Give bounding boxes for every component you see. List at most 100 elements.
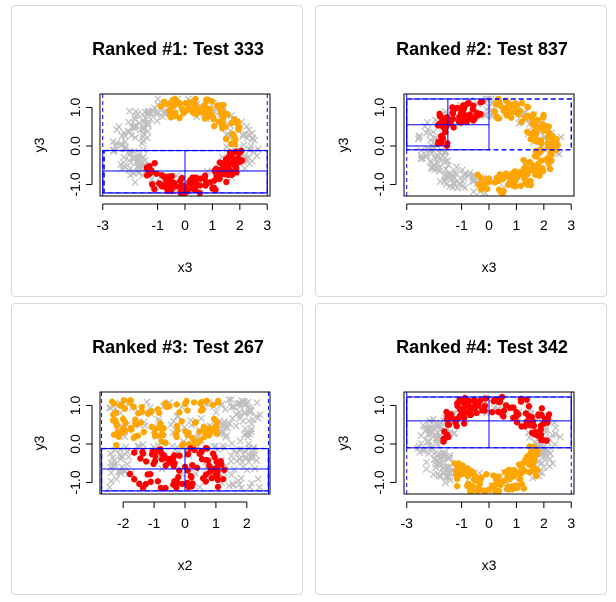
x-tick-label: 3 <box>567 515 575 531</box>
orange-point <box>176 114 183 122</box>
gray-point <box>113 475 121 483</box>
orange-point <box>495 480 502 488</box>
red-point <box>441 129 449 136</box>
gray-point <box>119 159 128 167</box>
gray-point <box>144 109 152 118</box>
gray-point <box>230 465 238 474</box>
orange-point <box>526 443 533 450</box>
red-point <box>436 110 443 118</box>
orange-point <box>526 158 533 166</box>
orange-point <box>138 408 146 416</box>
orange-point <box>202 426 209 433</box>
orange-point <box>532 147 540 155</box>
gray-point <box>546 449 554 457</box>
orange-point <box>518 118 525 126</box>
orange-point <box>518 99 526 107</box>
gray-point <box>421 423 429 431</box>
x-tick-label: 1 <box>513 515 521 531</box>
orange-point <box>500 187 507 195</box>
x-tick-label: -1 <box>151 217 164 233</box>
gray-point <box>422 129 431 137</box>
gray-point <box>424 430 432 438</box>
red-point <box>461 397 469 405</box>
red-point <box>152 452 159 460</box>
orange-point <box>535 160 543 167</box>
y-axis-label: y3 <box>31 137 47 152</box>
red-point <box>435 120 443 128</box>
gray-point <box>436 163 444 171</box>
red-point <box>515 411 522 418</box>
orange-point <box>493 174 501 181</box>
orange-point <box>229 130 236 138</box>
gray-point <box>435 155 443 163</box>
gray-point <box>425 450 433 458</box>
orange-point <box>504 181 512 189</box>
y-axis-label: y3 <box>335 435 351 450</box>
gray-point <box>444 455 453 463</box>
gray-point <box>229 479 237 488</box>
orange-point <box>192 95 199 103</box>
x-axis-label: x3 <box>178 259 193 275</box>
gray-point <box>135 150 144 158</box>
orange-point <box>517 182 524 190</box>
orange-point <box>505 102 512 109</box>
gray-point <box>426 130 434 138</box>
orange-point <box>539 121 547 128</box>
gray-point <box>434 429 442 437</box>
y-tick-label: 1.0 <box>371 98 387 118</box>
gray-point <box>236 414 244 423</box>
gray-point <box>250 443 258 451</box>
orange-point <box>529 120 536 128</box>
red-point <box>509 404 516 411</box>
orange-point <box>474 171 482 179</box>
red-point <box>151 185 158 193</box>
orange-point <box>455 460 462 467</box>
gray-point <box>416 448 424 456</box>
gray-point <box>441 479 449 487</box>
orange-point <box>493 113 501 120</box>
red-point <box>206 462 213 469</box>
orange-point <box>210 115 217 123</box>
y-axis: -1.0 0.0 1.0 <box>67 98 93 197</box>
gray-point <box>240 141 248 149</box>
gray-point <box>139 440 147 449</box>
red-point <box>154 478 162 485</box>
orange-point <box>113 441 120 449</box>
gray-point <box>440 171 449 179</box>
red-point <box>475 402 482 409</box>
red-point <box>143 172 151 179</box>
gray-point <box>137 126 145 134</box>
orange-point <box>453 482 461 490</box>
gray-point <box>246 483 254 491</box>
red-point <box>455 118 462 125</box>
gray-point <box>235 399 243 408</box>
red-point <box>228 153 235 160</box>
gray-point <box>243 122 251 130</box>
orange-point <box>217 102 224 109</box>
red-point <box>523 396 531 403</box>
red-point <box>201 172 209 179</box>
gray-point <box>446 476 454 484</box>
plot-frame <box>403 93 575 197</box>
points-layer <box>105 396 264 492</box>
red-point <box>214 483 222 491</box>
gray-point <box>126 171 135 179</box>
orange-point <box>176 409 183 416</box>
x-tick-label: 0 <box>181 515 189 531</box>
orange-point <box>491 487 499 495</box>
gray-point <box>422 458 430 466</box>
red-point <box>202 182 209 189</box>
orange-point <box>172 99 179 107</box>
y-tick-label: -1.0 <box>371 172 387 196</box>
red-point <box>151 457 159 465</box>
orange-point <box>232 136 239 143</box>
orange-point <box>533 472 540 480</box>
chart-panel-1: Ranked #1: Test 333 -3 -1 0 1 2 3 x3 -1.0 0.0 1.0 y… <box>11 5 303 297</box>
red-point <box>473 109 481 117</box>
gray-point <box>440 452 448 461</box>
red-point <box>211 453 218 461</box>
orange-point <box>190 399 198 406</box>
orange-point <box>182 428 189 435</box>
red-point <box>142 480 150 488</box>
gray-point <box>135 163 144 171</box>
